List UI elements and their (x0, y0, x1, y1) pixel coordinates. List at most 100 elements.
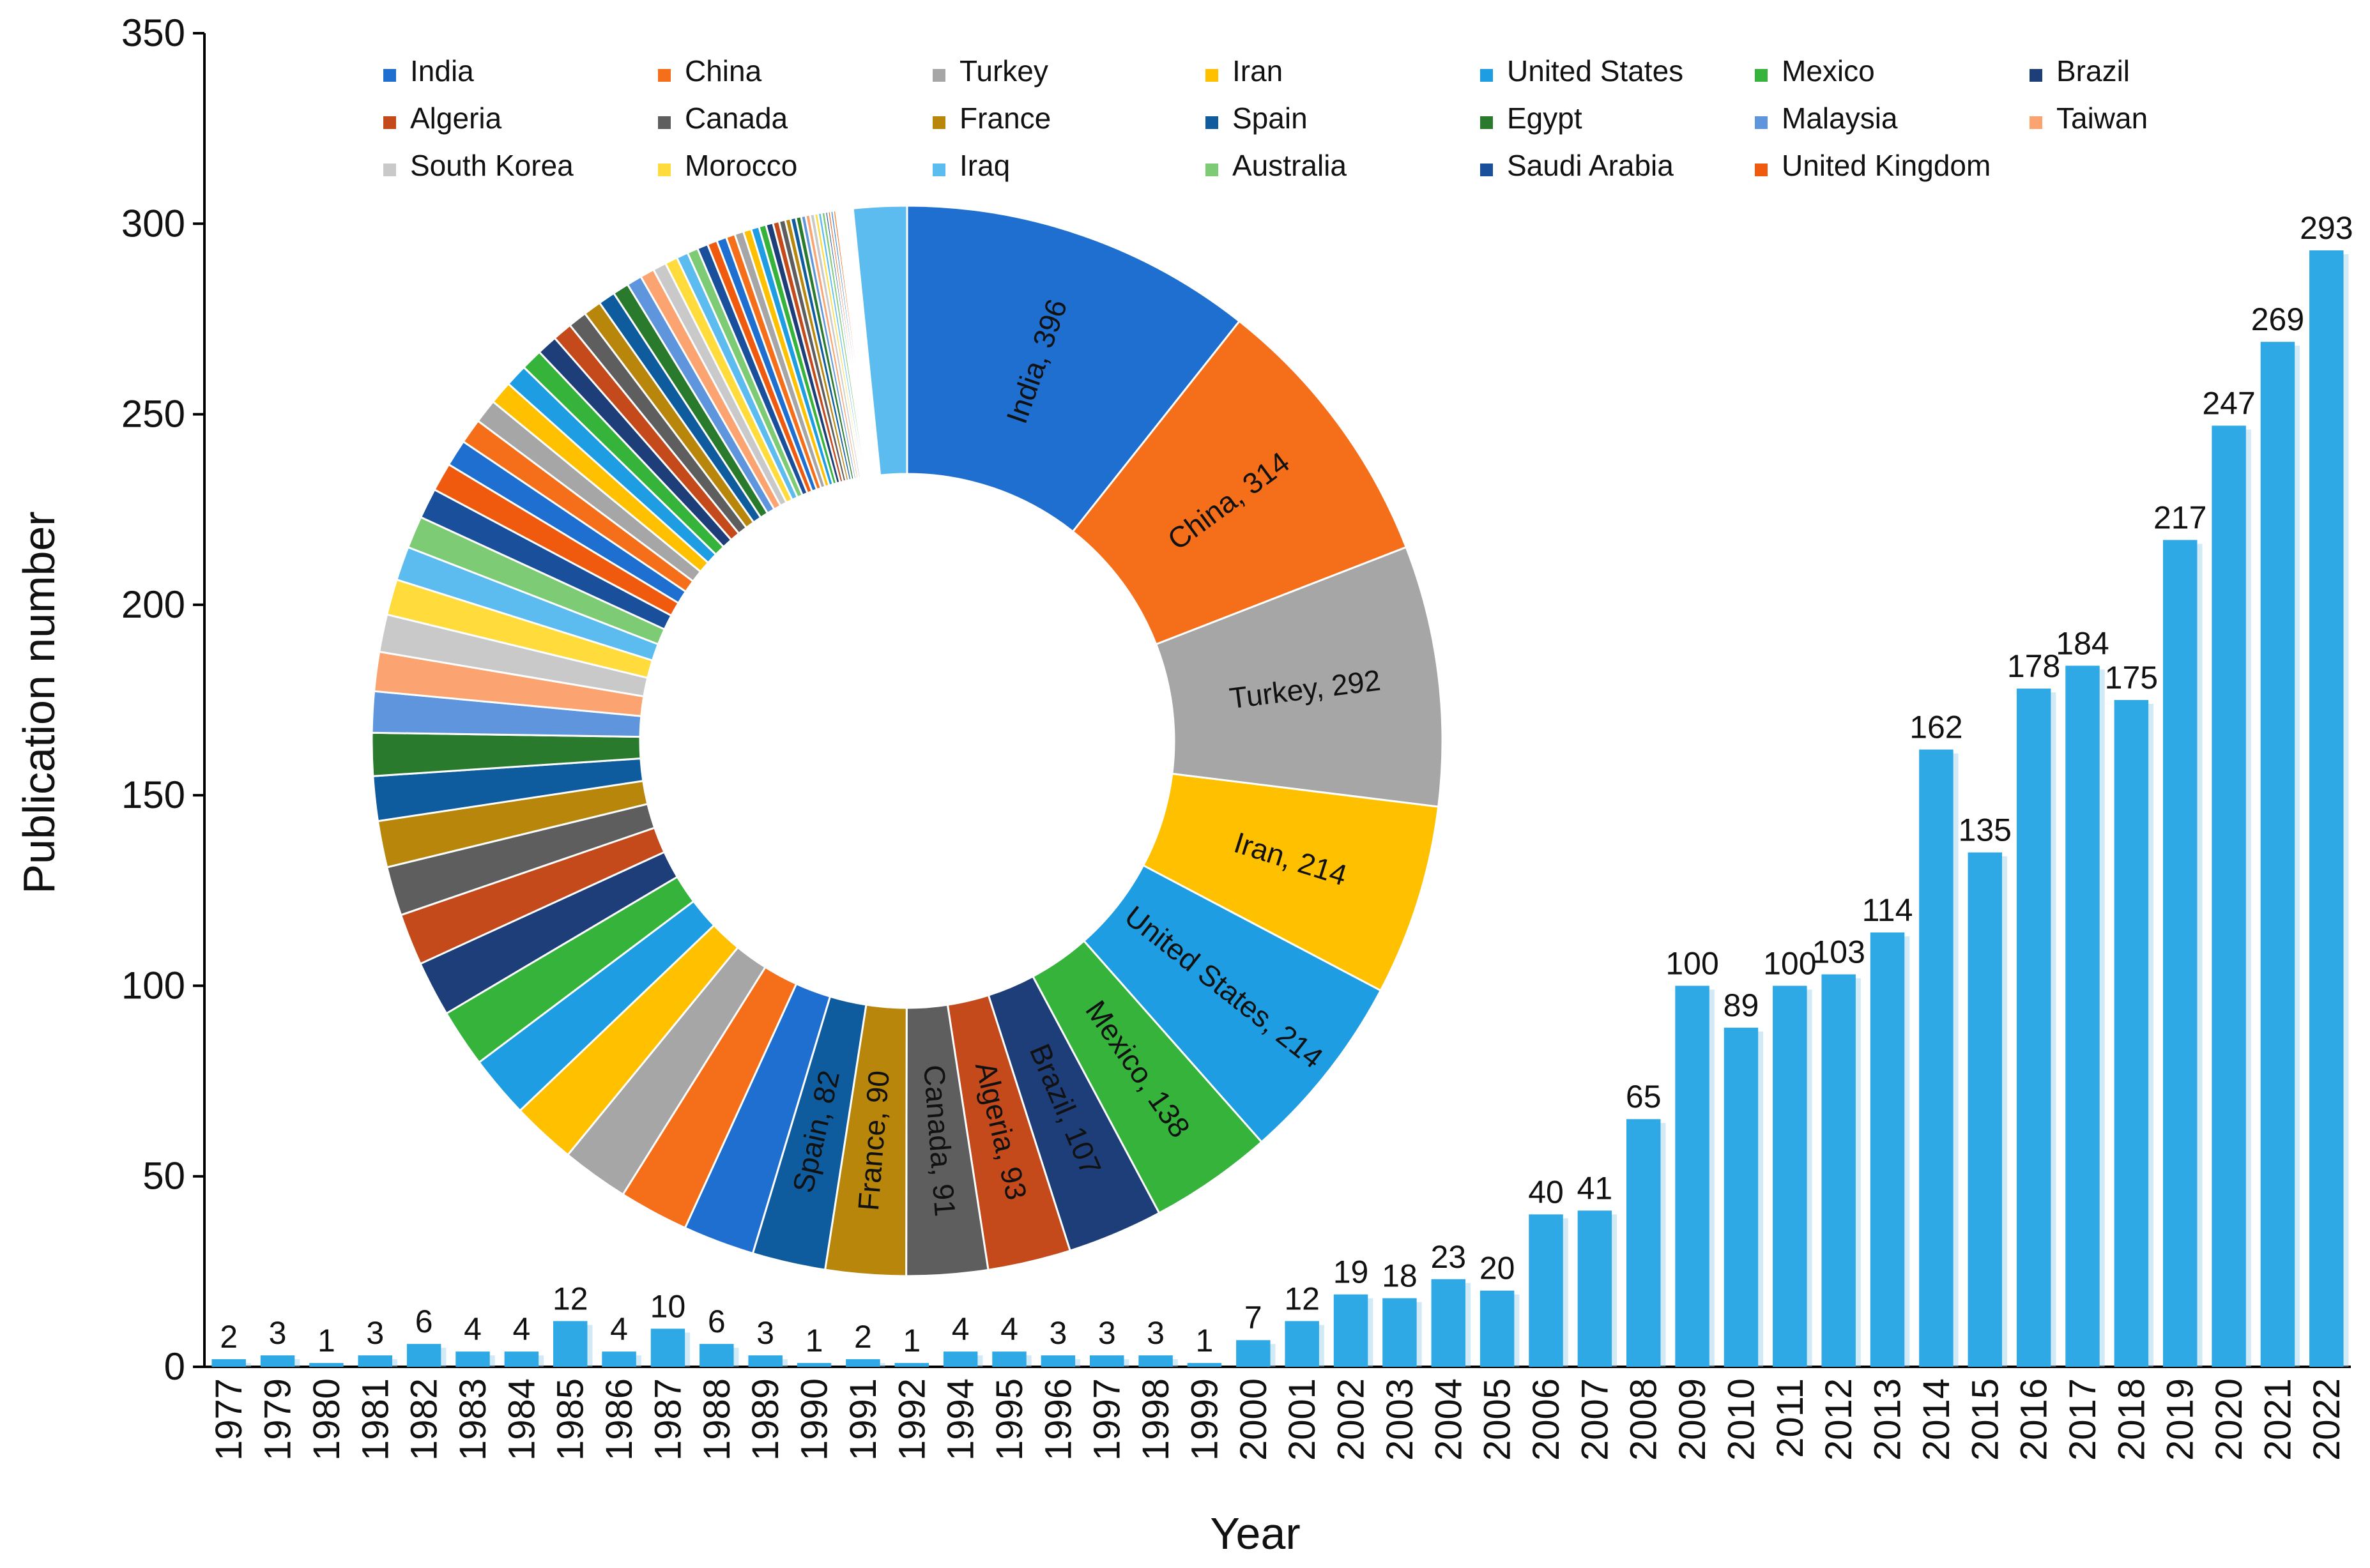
legend-swatch (1480, 69, 1493, 82)
x-tick-label: 2020 (2208, 1378, 2250, 1461)
x-tick-label: 2000 (1233, 1378, 1274, 1461)
legend-label: Spain (1232, 102, 1308, 135)
legend-swatch (383, 69, 396, 82)
bar-value-label: 114 (1862, 892, 1913, 928)
bar (1577, 1210, 1612, 1367)
bar (2309, 250, 2344, 1367)
bar (1870, 932, 1905, 1367)
bar-value-label: 100 (1665, 945, 1718, 981)
x-tick-label: 2015 (1964, 1378, 2006, 1461)
legend-label: United Kingdom (1782, 149, 1991, 182)
bar-value-label: 3 (756, 1315, 774, 1351)
legend-label: Mexico (1782, 54, 1875, 88)
bar (1285, 1321, 1319, 1367)
bar (406, 1344, 441, 1367)
bar-value-label: 4 (512, 1311, 530, 1347)
axes: 0 50 100 150 200 250 300 350 Publication number… (14, 11, 2351, 1558)
legend-label: Brazil (2056, 54, 2130, 88)
bar (1236, 1340, 1271, 1367)
x-tick-label: 1990 (794, 1378, 836, 1461)
legend-swatch (658, 69, 671, 82)
bar-value-label: 19 (1333, 1254, 1369, 1290)
x-tick-label: 2012 (1818, 1378, 1860, 1461)
y-tick-label: 350 (121, 11, 185, 54)
bar-value-label: 269 (2251, 301, 2304, 337)
bar-value-label: 6 (708, 1304, 726, 1339)
x-tick-label: 1982 (404, 1378, 445, 1461)
x-tick-label: 2018 (2111, 1378, 2152, 1461)
x-tick-label: 1987 (647, 1378, 689, 1461)
legend-label: United States (1507, 54, 1683, 88)
bar (1041, 1355, 1076, 1367)
y-tick-label: 100 (121, 964, 185, 1007)
bar-value-label: 1 (903, 1323, 921, 1359)
x-tick-label: 2006 (1525, 1378, 1567, 1461)
bar-value-label: 65 (1626, 1079, 1662, 1115)
bar (455, 1351, 490, 1367)
bar (797, 1363, 832, 1367)
bar-value-label: 103 (1812, 934, 1865, 970)
legend-label: Malaysia (1782, 102, 1898, 135)
bar-value-label: 7 (1244, 1300, 1262, 1336)
legend-label: India (410, 54, 474, 88)
legend: India China Turkey Iran United States Mexico B… (383, 54, 2148, 182)
bar-value-label: 178 (2007, 648, 2060, 684)
x-tick-label: 1998 (1135, 1378, 1177, 1461)
y-axis-title: Publication number (14, 511, 64, 894)
bar-value-label: 3 (1147, 1315, 1165, 1351)
x-tick-label: 2008 (1623, 1378, 1665, 1461)
legend-swatch (1480, 116, 1493, 129)
bar-value-label: 100 (1763, 945, 1816, 981)
legend-swatch (1205, 116, 1218, 129)
x-tick-label: 2013 (1867, 1378, 1909, 1461)
bar (211, 1359, 246, 1367)
bar (1675, 986, 1709, 1367)
bar-value-label: 89 (1724, 987, 1759, 1023)
bar-value-label: 2 (854, 1319, 872, 1355)
x-tick-label: 2001 (1281, 1378, 1323, 1461)
bar-value-label: 162 (1909, 710, 1962, 745)
x-tick-label: 1981 (355, 1378, 396, 1461)
bar (1919, 749, 1953, 1367)
x-tick-label: 1996 (1037, 1378, 1079, 1461)
legend-swatch (383, 164, 396, 176)
x-tick-label: 1980 (306, 1378, 348, 1461)
x-tick-label: 1988 (696, 1378, 738, 1461)
x-tick-label: 1979 (257, 1378, 299, 1461)
legend-swatch (1755, 116, 1768, 129)
x-tick-label: 2011 (1770, 1378, 1811, 1458)
bar (553, 1321, 588, 1367)
legend-label: Australia (1232, 149, 1347, 182)
legend-label: Turkey (959, 54, 1048, 88)
bar-value-label: 4 (952, 1311, 970, 1347)
x-tick-label: 2022 (2306, 1378, 2348, 1461)
bar-value-label: 4 (464, 1311, 482, 1347)
legend-label: Morocco (685, 149, 797, 182)
x-tick-label: 2007 (1574, 1378, 1616, 1461)
legend-swatch (383, 116, 396, 129)
bar-value-label: 2 (220, 1319, 238, 1355)
bar (1724, 1028, 1759, 1367)
bar-value-label: 6 (415, 1304, 433, 1339)
x-tick-label: 2004 (1428, 1378, 1469, 1461)
legend-swatch (2030, 116, 2042, 129)
bar (504, 1351, 539, 1367)
x-tick-label: 1986 (599, 1378, 640, 1461)
legend-label: China (685, 54, 762, 88)
x-tick-label: 1977 (208, 1378, 250, 1461)
legend-swatch (933, 116, 945, 129)
x-tick-label: 1995 (989, 1378, 1030, 1461)
bar (358, 1355, 392, 1367)
bar (2016, 689, 2051, 1367)
bar (943, 1351, 978, 1367)
bar (1333, 1294, 1368, 1367)
bar-value-label: 3 (269, 1315, 287, 1351)
bar-value-label: 3 (366, 1315, 384, 1351)
x-tick-label: 2009 (1672, 1378, 1713, 1461)
legend-swatch (933, 164, 945, 176)
legend-swatch (933, 69, 945, 82)
bar (1821, 974, 1856, 1367)
bar (2065, 666, 2100, 1367)
legend-swatch (2030, 69, 2042, 82)
legend-swatch (1755, 164, 1768, 176)
